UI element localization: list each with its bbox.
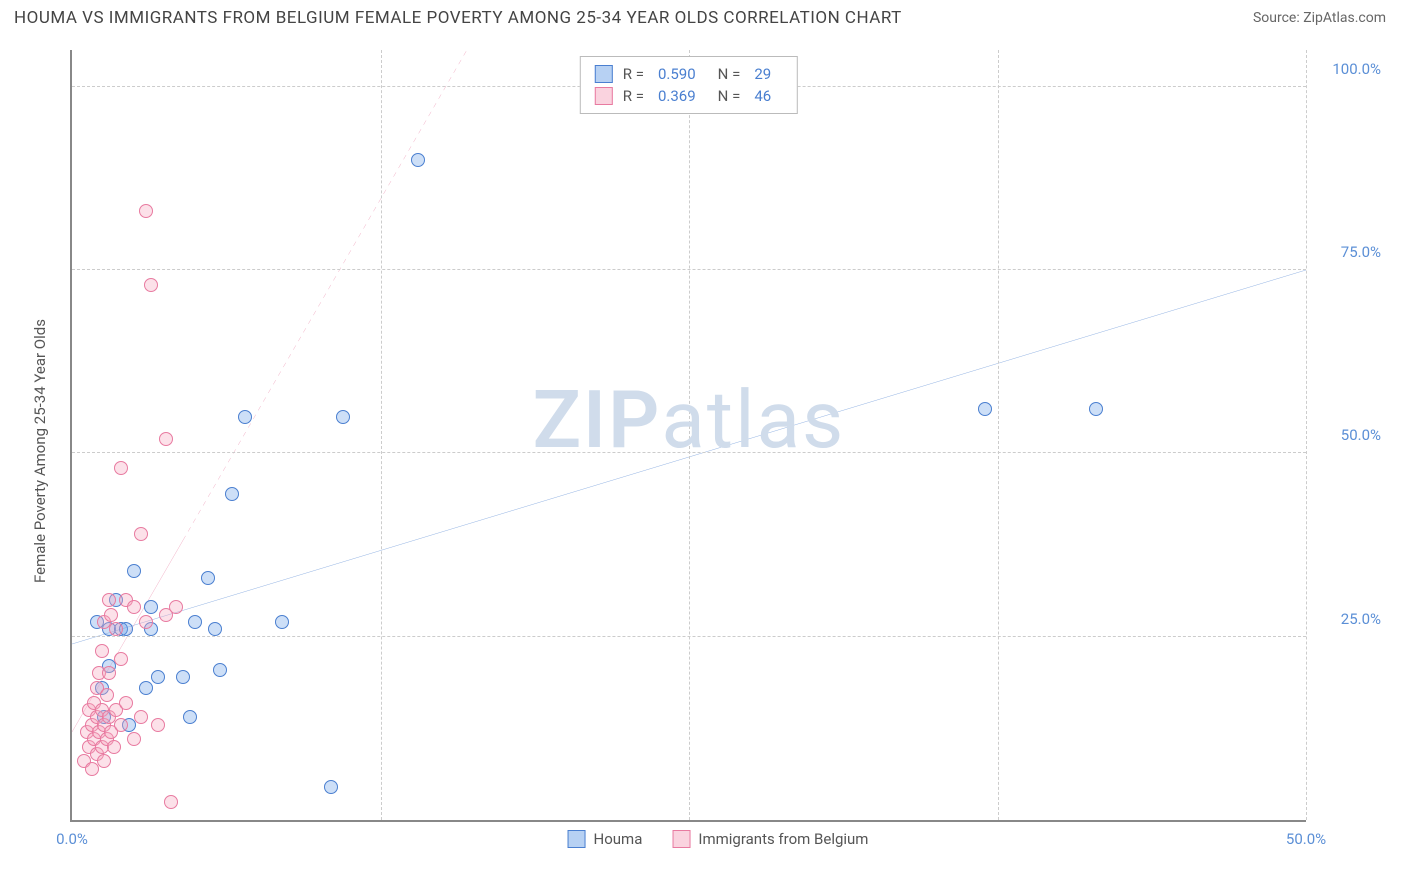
scatter-point: [127, 732, 141, 746]
scatter-point: [134, 527, 148, 541]
legend-series-item: Houma: [568, 830, 643, 848]
legend-r-label: R =: [623, 87, 644, 105]
legend-swatch: [595, 87, 613, 105]
chart-source: Source: ZipAtlas.com: [1253, 10, 1386, 26]
scatter-point: [139, 615, 153, 629]
y-tick-label: 25.0%: [1341, 610, 1381, 628]
legend-n-label: N =: [718, 65, 741, 83]
scatter-point: [134, 710, 148, 724]
scatter-point: [183, 710, 197, 724]
scatter-point: [114, 652, 128, 666]
x-tick-label: 50.0%: [1286, 830, 1326, 848]
scatter-point: [109, 622, 123, 636]
legend-r-value: 0.590: [658, 65, 696, 83]
legend-n-value: 46: [754, 87, 771, 105]
y-tick-label: 50.0%: [1341, 426, 1381, 444]
legend-series-label: Houma: [594, 830, 643, 848]
y-tick-label: 100.0%: [1332, 60, 1381, 78]
legend-swatch: [672, 830, 690, 848]
gridline-v: [689, 50, 690, 820]
trend-line-dashed: [183, 50, 467, 540]
scatter-point: [151, 718, 165, 732]
scatter-point: [127, 600, 141, 614]
gridline-v: [998, 50, 999, 820]
plot-region: ZIPatlas R =0.590N =29R =0.369N =46 25.0…: [70, 50, 1306, 822]
legend-n-label: N =: [718, 87, 741, 105]
scatter-point: [324, 780, 338, 794]
scatter-point: [104, 608, 118, 622]
series-legend: Houma Immigrants from Belgium: [568, 830, 869, 848]
legend-row: R = 0.590 N = 29: [595, 63, 783, 85]
scatter-point: [169, 600, 183, 614]
chart-title: HOUMA VS IMMIGRANTS FROM BELGIUM FEMALE …: [14, 8, 902, 28]
gridline-v: [1306, 50, 1307, 820]
legend-series-label: Immigrants from Belgium: [698, 830, 868, 848]
legend-swatch: [595, 65, 613, 83]
scatter-point: [176, 670, 190, 684]
scatter-point: [97, 754, 111, 768]
scatter-point: [127, 564, 141, 578]
legend-row: R = 0.369 N = 46: [595, 85, 783, 107]
scatter-point: [164, 795, 178, 809]
scatter-point: [238, 410, 252, 424]
chart-area: Female Poverty Among 25-34 Year Olds ZIP…: [50, 50, 1386, 852]
legend-r-label: R =: [623, 65, 644, 83]
scatter-point: [100, 688, 114, 702]
scatter-point: [102, 666, 116, 680]
scatter-point: [159, 432, 173, 446]
y-tick-label: 75.0%: [1341, 243, 1381, 261]
scatter-point: [102, 593, 116, 607]
scatter-point: [114, 461, 128, 475]
legend-series-item: Immigrants from Belgium: [672, 830, 868, 848]
legend-r-value: 0.369: [658, 87, 696, 105]
y-axis-label: Female Poverty Among 25-34 Year Olds: [31, 319, 49, 583]
chart-header: HOUMA VS IMMIGRANTS FROM BELGIUM FEMALE …: [0, 0, 1406, 32]
scatter-point: [208, 622, 222, 636]
scatter-point: [1089, 402, 1103, 416]
scatter-point: [151, 670, 165, 684]
scatter-point: [139, 681, 153, 695]
scatter-point: [95, 644, 109, 658]
legend-swatch: [568, 830, 586, 848]
scatter-point: [144, 600, 158, 614]
scatter-point: [201, 571, 215, 585]
scatter-point: [139, 204, 153, 218]
gridline-v: [381, 50, 382, 820]
scatter-point: [119, 696, 133, 710]
scatter-point: [114, 718, 128, 732]
correlation-legend: R = 0.590 N = 29 R = 0.369 N = 46: [580, 56, 798, 114]
scatter-point: [107, 740, 121, 754]
legend-n-value: 29: [754, 65, 771, 83]
x-tick-label: 0.0%: [56, 830, 88, 848]
scatter-point: [213, 663, 227, 677]
scatter-point: [188, 615, 202, 629]
scatter-point: [275, 615, 289, 629]
scatter-point: [144, 278, 158, 292]
scatter-point: [978, 402, 992, 416]
scatter-point: [225, 487, 239, 501]
scatter-point: [411, 153, 425, 167]
scatter-point: [336, 410, 350, 424]
